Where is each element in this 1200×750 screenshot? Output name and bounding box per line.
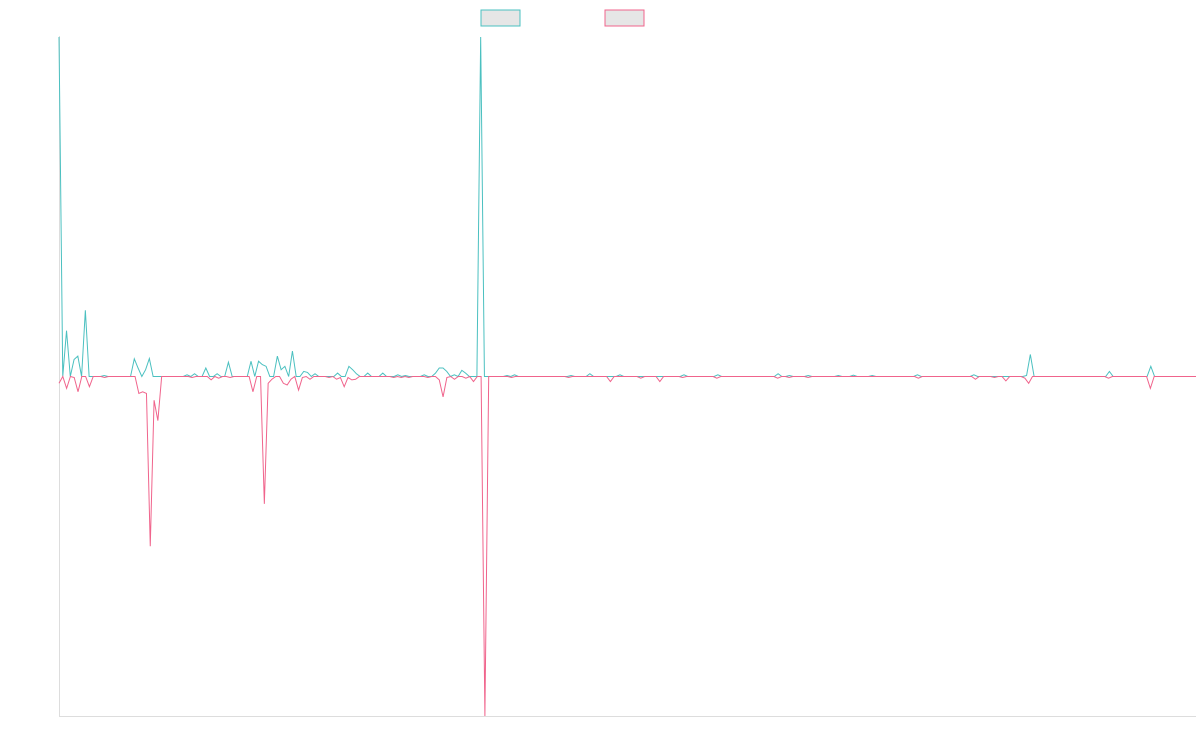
- series-1-line[interactable]: [58, 36, 1196, 378]
- legend-swatch-series-2[interactable]: [604, 9, 645, 27]
- series-2-line[interactable]: [58, 375, 1196, 717]
- legend-swatch-series-1[interactable]: [480, 9, 521, 27]
- plot-area: [58, 36, 1196, 717]
- legend: [480, 9, 645, 27]
